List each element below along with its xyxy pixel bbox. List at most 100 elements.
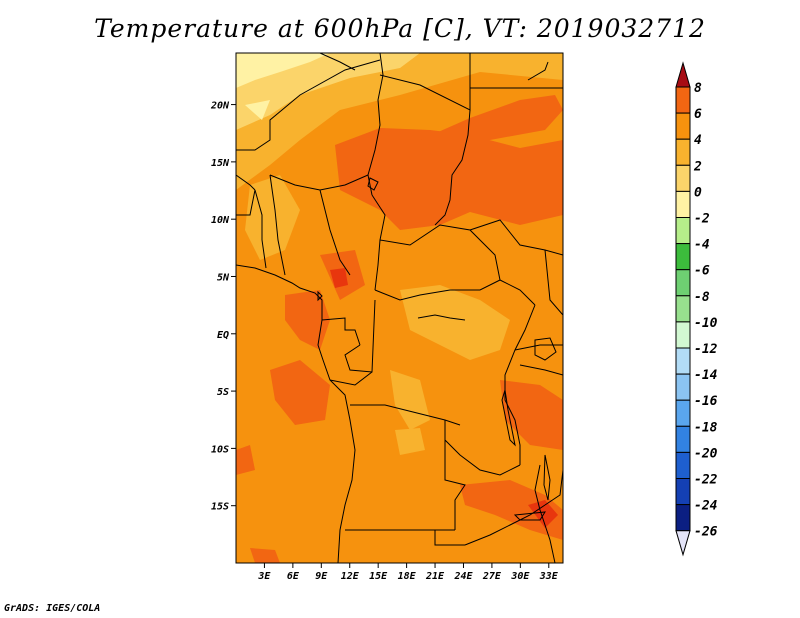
border-drc-west [329,371,373,386]
border-ghana-nigeria [269,174,286,276]
colorbar-label: -4 [694,238,710,253]
border-angola-zambia [444,440,466,530]
lon-tick-label: 24E [453,571,473,582]
lake-chad [367,177,379,191]
border-zambia-zimbabwe [464,504,546,546]
colorbar-segment [675,451,691,479]
border-chad-sudan-2 [434,109,471,226]
field-eq-cool [400,285,510,360]
colorbar-label: -2 [694,212,710,227]
field-eq-cool-2 [390,370,430,430]
colorbar-segment [675,425,691,453]
border-nigeria-cameroon [319,189,351,276]
gulf-islands [317,290,323,302]
lake-malawi [543,454,551,501]
colorbar-segment [675,112,691,140]
colorbar-label: -20 [694,446,718,461]
lat-tick-label: 5S [217,387,229,398]
latitude-axis: 20N 15N 10N 5N EQ 5S 10S 15S [210,101,236,513]
field-warm-south [460,480,563,540]
border-uganda [514,344,563,351]
border-drc-east [504,304,536,465]
field-hot-cameroon [330,268,348,288]
border-mozambique [544,469,563,506]
borders [236,53,563,563]
border-mali-niger [236,59,381,151]
lon-tick-label: 9E [315,571,328,582]
lake-kariba [513,511,546,521]
lat-tick-label: 20N [210,101,230,112]
colorbar: 8 6 4 2 0 -2 -4 -6 -8 -10 -12 -14 -16 -18 -20 -22 -24 -26 [675,61,718,557]
border-west-small [236,174,256,191]
colorbar-segment [675,86,691,114]
colorbar-label: -18 [694,420,718,435]
colorbar-label: -6 [694,264,710,279]
colorbar-segment [675,138,691,166]
colorbar-label: -10 [694,316,718,331]
temperature-field [236,53,563,563]
colorbar-label: 6 [694,107,702,122]
lat-tick-label: 10S [211,444,229,455]
red-sea-coast [527,61,549,81]
border-kenya [544,249,563,316]
border-south-sudan [469,219,563,256]
colorbar-label: 8 [694,81,702,96]
colorbar-segment [675,478,691,506]
field-warm-sahel-2 [420,95,563,140]
lon-tick-label: 12E [341,571,360,582]
field-hot-south [528,500,558,528]
lon-tick-label: 6E [287,571,300,582]
colorbar-segment [675,321,691,349]
border-car-south [374,279,501,301]
border-tanzania [519,364,563,376]
software-credit: GrADS: IGES/COLA [4,603,101,614]
lon-tick-label: 27E [482,571,502,582]
border-congo [344,299,376,373]
lat-tick-label: 15S [211,502,229,513]
border-algeria-niger [319,53,356,71]
field-warm-coast [285,290,330,350]
lake-victoria [534,337,557,361]
map-frame [235,52,564,564]
colorbar-label: -16 [694,394,718,409]
border-benin-togo [254,189,267,269]
field-north-palest [236,53,330,88]
river-congo [417,314,466,321]
colorbar-label: -8 [694,290,710,305]
colorbar-label: -26 [694,525,718,540]
colorbar-segment [675,347,691,375]
colorbar-segment [675,243,691,271]
border-car-north [379,224,501,281]
lon-tick-label: 18E [398,571,417,582]
lon-tick-label: 21E [425,571,445,582]
field-west-cool [245,175,300,260]
border-east-lakes [534,464,556,563]
colorbar-label: -14 [694,368,718,383]
lat-tick-label: 10N [211,215,230,226]
lat-tick-label: EQ [217,330,229,341]
field-warm-sw [236,445,255,475]
border-drc-angola [350,404,461,426]
field-north-coolest [236,53,420,130]
colorbar-label: -12 [694,342,718,357]
colorbar-label: 2 [693,159,702,174]
colorbar-segment [675,269,691,297]
field-warm-east [500,380,563,450]
lon-tick-label: 33E [539,571,559,582]
lon-tick-label: 3E [257,571,271,582]
field-warm-sahel [335,128,563,230]
field-lightpatch-1 [245,100,270,120]
lon-tick-label: 30E [510,571,530,582]
colorbar-label: 4 [694,133,702,148]
coastline-west-africa [236,264,356,563]
colorbar-bottom-arrow [675,530,691,557]
colorbar-segment [675,373,691,401]
colorbar-segment [675,190,691,218]
lake-tanganyika [501,389,516,447]
colorbar-segment [675,504,691,532]
longitude-axis: 3E 6E 9E 12E 15E 18E 21E 24E 27E 30E 33E [257,563,559,582]
colorbar-segment [675,399,691,427]
border-burkina [236,189,256,216]
colorbar-top-arrow [675,61,691,88]
